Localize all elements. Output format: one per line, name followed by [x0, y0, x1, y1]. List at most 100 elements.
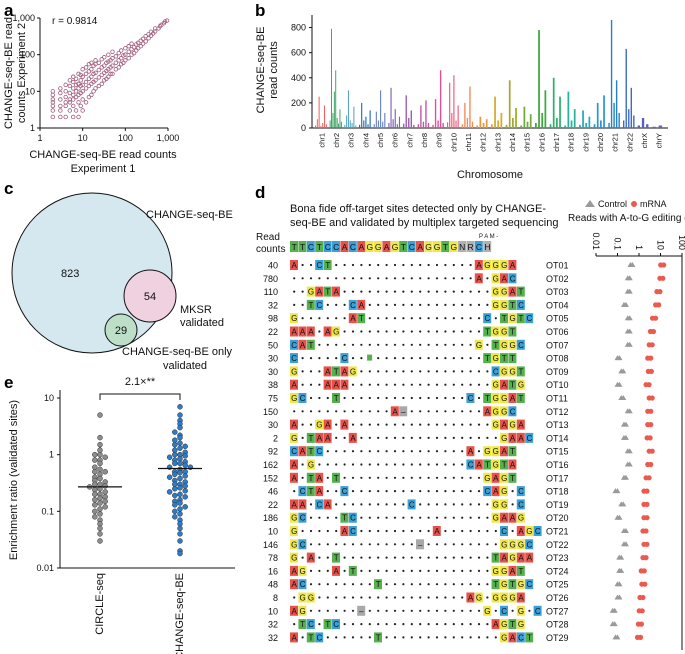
mismatch-base: A: [518, 554, 524, 563]
match-dot: [385, 569, 388, 573]
match-dot: [477, 609, 481, 612]
control-marker: [622, 301, 629, 307]
mismatch-box: [516, 393, 525, 403]
match-dot: [385, 463, 388, 466]
scatter-point: [83, 86, 89, 91]
mismatch-base: G: [518, 540, 524, 549]
ref-base-box: [290, 241, 298, 252]
mismatch-box: [483, 459, 492, 470]
match-dot: [351, 623, 355, 626]
match-dot: [335, 343, 338, 346]
scatter-point: [63, 103, 68, 109]
mismatch-base: T: [493, 580, 498, 589]
match-dot: [309, 503, 313, 506]
mismatch-box: [323, 619, 332, 630]
scatter-point: [135, 40, 141, 46]
match-dot: [469, 529, 472, 533]
match-dot: [444, 370, 447, 373]
match-dot: [377, 317, 380, 320]
mismatch-base: A: [342, 527, 348, 536]
mismatch-base: G: [501, 594, 507, 603]
match-dot: [435, 277, 439, 280]
mismatch-box: [491, 472, 500, 483]
match-dot: [486, 290, 489, 293]
mismatch-base: T: [325, 261, 330, 270]
enrichment-point: [97, 486, 103, 492]
scatter-point: [140, 36, 146, 42]
match-dot: [360, 343, 363, 346]
chromosome-label: chr16: [537, 133, 546, 152]
mismatch-base: G: [501, 367, 507, 376]
match-dot: [444, 476, 447, 479]
match-dot: [360, 330, 363, 333]
match-dot: [486, 303, 489, 306]
mismatch-base: G: [291, 367, 297, 376]
mrna-marker: [642, 581, 648, 587]
match-dot: [368, 516, 371, 519]
mismatch-box: [508, 260, 517, 270]
match-dot: [427, 370, 430, 373]
enrichment-point: [172, 514, 178, 520]
match-dot: [360, 450, 363, 453]
match-dot: [427, 503, 430, 506]
chromosome-label: chrX: [640, 133, 649, 148]
mismatch-box: [290, 539, 298, 550]
match-dot: [351, 423, 355, 426]
scatter-point: [152, 29, 158, 34]
match-dot: [469, 569, 472, 573]
scatter-point: [118, 48, 124, 53]
match-dot: [351, 330, 355, 333]
read-count: 30: [268, 420, 278, 430]
mismatch-base: T: [519, 567, 524, 576]
mismatch-box: [315, 446, 324, 457]
match-dot: [402, 450, 405, 453]
scatter-point: [83, 100, 89, 105]
match-dot: [360, 290, 363, 293]
match-dot: [377, 263, 380, 267]
match-dot: [494, 317, 497, 320]
read-count: 30: [268, 354, 278, 364]
match-dot: [318, 556, 321, 559]
enrichment-point: [177, 538, 183, 544]
scatter-point: [89, 74, 94, 79]
mismatch-base: C: [333, 620, 339, 629]
match-dot: [385, 330, 388, 333]
mismatch-base: G: [501, 341, 507, 350]
match-dot: [486, 343, 489, 346]
match-dot: [469, 609, 472, 612]
mismatch-box: [500, 619, 508, 630]
match-dot: [360, 543, 363, 546]
mismatch-box: [500, 432, 508, 443]
match-dot: [326, 569, 329, 573]
mismatch-box: [491, 353, 500, 364]
mismatch-box: [500, 472, 508, 483]
match-dot: [494, 543, 497, 546]
panel-label-b: b: [255, 1, 265, 20]
scatter-point: [93, 58, 98, 63]
mismatch-box: [491, 366, 500, 377]
match-dot: [435, 410, 439, 413]
mismatch-base: T: [309, 487, 314, 496]
mismatch-base: G: [484, 474, 490, 483]
bar-chr12: [482, 122, 485, 128]
match-dot: [486, 636, 489, 639]
mismatch-box: [483, 605, 492, 616]
bar-chr11: [461, 124, 464, 128]
ref-base: C: [308, 242, 314, 252]
mismatch-base: A: [476, 261, 482, 270]
match-dot: [435, 543, 439, 546]
match-dot: [444, 516, 447, 519]
match-dot: [318, 370, 321, 373]
scatter-point: [123, 58, 128, 63]
bar-chr7: [410, 110, 412, 128]
scatter-point: [76, 71, 81, 77]
bar-chr4: [361, 102, 363, 128]
enrichment-point: [172, 429, 178, 435]
match-dot: [410, 303, 413, 306]
mismatch-base: A: [292, 500, 298, 509]
mismatch-base: G: [518, 514, 524, 523]
mismatch-base: G: [518, 620, 524, 629]
match-dot: [486, 529, 489, 533]
match-dot: [511, 490, 514, 493]
match-dot: [477, 503, 481, 506]
